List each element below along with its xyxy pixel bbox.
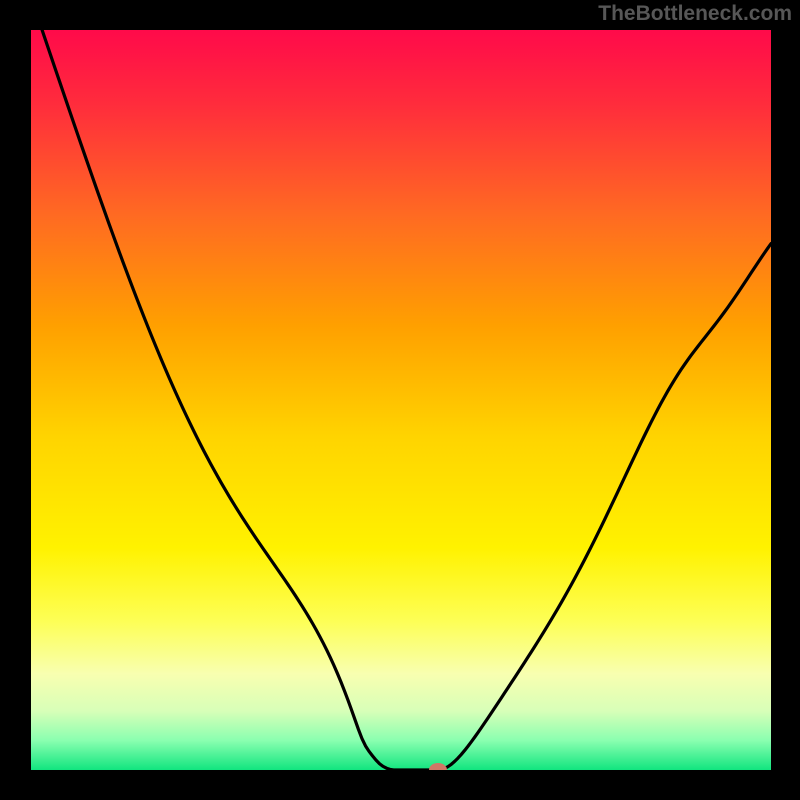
optimal-point-marker bbox=[429, 763, 447, 770]
bottleneck-curve bbox=[42, 30, 771, 770]
attribution-text: TheBottleneck.com bbox=[598, 2, 792, 26]
